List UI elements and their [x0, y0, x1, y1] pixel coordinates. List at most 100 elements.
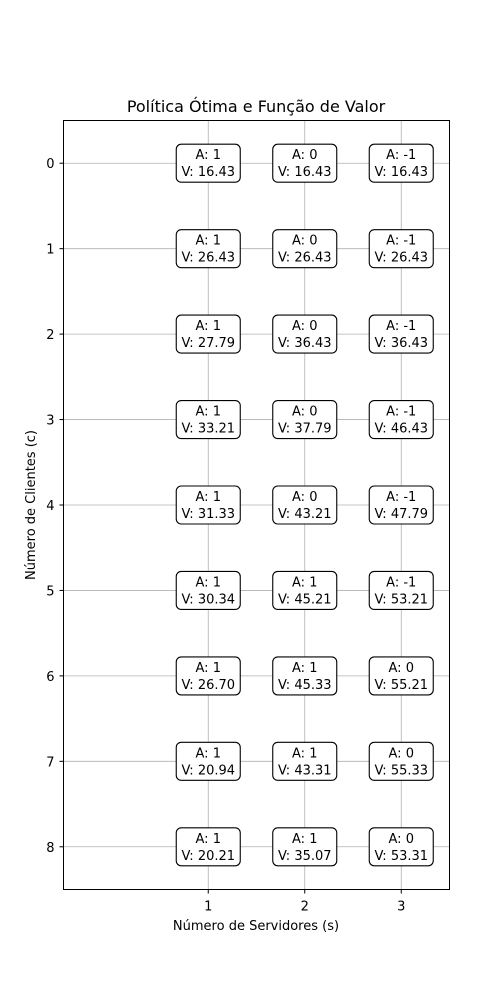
y-tick-label: 8 — [46, 841, 54, 856]
cell-value-label: V: 53.21 — [374, 592, 428, 607]
y-axis-title: Número de Clientes (c) — [24, 430, 39, 580]
cell-value-label: V: 26.43 — [181, 251, 235, 266]
y-tick-label: 2 — [46, 328, 54, 343]
cell-box — [368, 656, 434, 696]
cell-value-label: V: 36.43 — [278, 336, 332, 351]
cell-value-label: V: 30.34 — [181, 592, 235, 607]
cell-box — [368, 485, 434, 525]
cell-action-label: A: 1 — [196, 148, 221, 163]
y-tick-label: 4 — [46, 499, 54, 514]
cell-annotation: A: -1 V: 36.43 — [368, 314, 434, 354]
cell-annotation: A: -1 V: 47.79 — [368, 485, 434, 525]
cell-action-label: A: 0 — [389, 832, 414, 847]
cell-annotation: A: 1 V: 26.43 — [175, 229, 241, 269]
cell-value-label: V: 20.21 — [181, 849, 235, 864]
cell-box — [175, 570, 241, 610]
cell-annotation: A: 1 V: 30.34 — [175, 570, 241, 610]
cell-action-label: A: 1 — [196, 746, 221, 761]
cell-annotation: A: 1 V: 27.79 — [175, 314, 241, 354]
cell-value-label: V: 16.43 — [374, 165, 428, 180]
cell-value-label: V: 36.43 — [374, 336, 428, 351]
cell-value-label: V: 55.21 — [374, 678, 428, 693]
cell-annotation: A: 1 V: 16.43 — [175, 143, 241, 183]
cell-value-label: V: 31.33 — [181, 507, 235, 522]
cell-value-label: V: 53.31 — [374, 849, 428, 864]
cell-action-label: A: 1 — [292, 746, 317, 761]
cell-annotation: A: 1 V: 26.70 — [175, 656, 241, 696]
cell-action-label: A: 1 — [196, 575, 221, 590]
cell-annotation: A: 0 V: 55.33 — [368, 741, 434, 781]
cell-box — [272, 741, 338, 781]
cell-annotation: A: 0 V: 16.43 — [272, 143, 338, 183]
y-tick-label: 1 — [46, 243, 54, 258]
y-tick-label: 3 — [46, 414, 54, 429]
cell-box — [175, 485, 241, 525]
cell-action-label: A: 1 — [292, 575, 317, 590]
cell-action-label: A: 0 — [292, 319, 317, 334]
cell-annotation: A: 0 V: 37.79 — [272, 400, 338, 440]
cell-action-label: A: 1 — [292, 661, 317, 676]
cell-value-label: V: 47.79 — [374, 507, 428, 522]
cell-value-label: V: 43.31 — [278, 763, 332, 778]
cell-box — [368, 827, 434, 867]
cell-box — [368, 570, 434, 610]
cell-box — [272, 229, 338, 269]
cell-value-label: V: 46.43 — [374, 422, 428, 437]
cell-value-label: V: 55.33 — [374, 763, 428, 778]
cell-value-label: V: 45.21 — [278, 592, 332, 607]
cell-annotation: A: 1 V: 45.21 — [272, 570, 338, 610]
cell-box — [368, 314, 434, 354]
cell-box — [175, 143, 241, 183]
cell-box — [175, 314, 241, 354]
cell-annotation: A: 1 V: 43.31 — [272, 741, 338, 781]
cell-box — [272, 314, 338, 354]
cell-box — [368, 741, 434, 781]
cell-box — [175, 656, 241, 696]
cell-box — [272, 485, 338, 525]
cell-action-label: A: 1 — [292, 832, 317, 847]
y-tick-label: 7 — [46, 755, 54, 770]
cell-action-label: A: 0 — [292, 405, 317, 420]
cell-annotation: A: 1 V: 20.21 — [175, 827, 241, 867]
cell-annotation: A: 0 V: 55.21 — [368, 656, 434, 696]
cell-box — [175, 827, 241, 867]
cell-annotation: A: 1 V: 35.07 — [272, 827, 338, 867]
cell-box — [272, 827, 338, 867]
cell-annotation: A: 0 V: 36.43 — [272, 314, 338, 354]
cell-value-label: V: 26.43 — [278, 251, 332, 266]
cell-annotation: A: 1 V: 33.21 — [175, 400, 241, 440]
cell-annotation: A: -1 V: 26.43 — [368, 229, 434, 269]
cell-box — [175, 741, 241, 781]
cell-annotation: A: 1 V: 20.94 — [175, 741, 241, 781]
cell-action-label: A: 1 — [196, 832, 221, 847]
cell-action-label: A: 0 — [389, 661, 414, 676]
x-tick-label: 3 — [397, 900, 405, 915]
cell-action-label: A: 1 — [196, 319, 221, 334]
x-tick-label: 2 — [301, 900, 309, 915]
cell-annotation: A: 0 V: 26.43 — [272, 229, 338, 269]
cell-action-label: A: -1 — [386, 405, 416, 420]
cell-box — [272, 143, 338, 183]
cell-annotation: A: 1 V: 31.33 — [175, 485, 241, 525]
cell-value-label: V: 43.21 — [278, 507, 332, 522]
cell-value-label: V: 16.43 — [278, 165, 332, 180]
cell-annotation: A: 0 V: 53.31 — [368, 827, 434, 867]
cell-action-label: A: -1 — [386, 148, 416, 163]
cell-value-label: V: 35.07 — [278, 849, 332, 864]
y-tick-label: 0 — [46, 157, 54, 172]
cell-annotation: A: 1 V: 45.33 — [272, 656, 338, 696]
cell-annotation: A: -1 V: 46.43 — [368, 400, 434, 440]
cell-box — [272, 570, 338, 610]
cell-value-label: V: 33.21 — [181, 422, 235, 437]
cell-value-label: V: 27.79 — [181, 336, 235, 351]
cell-annotation: A: -1 V: 53.21 — [368, 570, 434, 610]
cell-annotation: A: -1 V: 16.43 — [368, 143, 434, 183]
cell-value-label: V: 45.33 — [278, 678, 332, 693]
axis-ticks: 1 2 3 0 1 2 3 4 5 6 7 8 — [46, 157, 405, 914]
cell-action-label: A: 0 — [292, 148, 317, 163]
cell-box — [272, 656, 338, 696]
x-axis-title: Número de Servidores (s) — [173, 919, 339, 934]
cell-annotation: A: 0 V: 43.21 — [272, 485, 338, 525]
x-tick-label: 1 — [204, 900, 212, 915]
